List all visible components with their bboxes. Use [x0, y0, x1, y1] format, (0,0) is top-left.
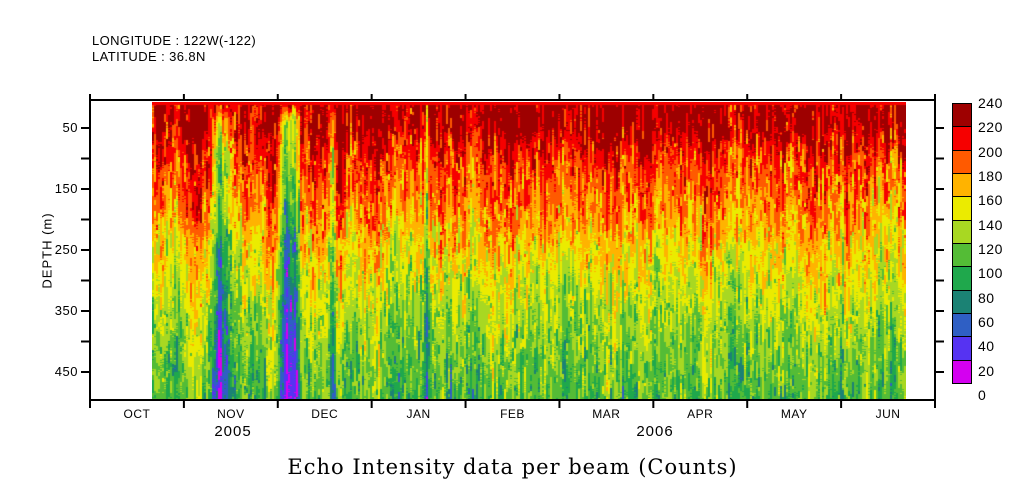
colorbar-segment-140-120 — [952, 219, 972, 244]
x-tick-label-dec: DEC — [311, 407, 339, 421]
colorbar-segment-240-220 — [952, 103, 972, 128]
y-tick-label-50: 50 — [62, 120, 78, 135]
y-tick-label-450: 450 — [54, 364, 78, 379]
longitude-readout: LONGITUDE : 122W(-122) — [92, 33, 257, 48]
colorbar — [952, 103, 972, 384]
colorbar-label-0: 0 — [978, 387, 987, 403]
colorbar-label-120: 120 — [978, 241, 1003, 257]
colorbar-segment-200-180 — [952, 149, 972, 174]
x-tick-label-apr: APR — [687, 407, 714, 421]
colorbar-segment-40-20 — [952, 336, 972, 361]
colorbar-segment-60-40 — [952, 312, 972, 338]
x-tick-label-oct: OCT — [123, 407, 151, 421]
plot-title: Echo Intensity data per beam (Counts) — [287, 455, 738, 479]
colorbar-label-60: 60 — [978, 314, 995, 330]
colorbar-segment-220-200 — [952, 126, 972, 151]
colorbar-label-200: 200 — [978, 143, 1003, 160]
x-tick-label-may: MAY — [780, 407, 808, 421]
colorbar-segment-80-60 — [952, 289, 972, 314]
latitude-readout: LATITUDE : 36.8N — [92, 49, 206, 64]
year-label-2006: 2006 — [636, 423, 674, 440]
echo-intensity-heatmap — [152, 102, 906, 399]
colorbar-segment-160-140 — [952, 196, 972, 221]
x-tick-label-mar: MAR — [592, 407, 621, 421]
colorbar-label-180: 180 — [978, 168, 1003, 184]
year-label-2005: 2005 — [214, 423, 252, 440]
colorbar-label-240: 240 — [978, 95, 1003, 111]
colorbar-segment-100-80 — [952, 266, 972, 291]
colorbar-label-20: 20 — [978, 362, 995, 379]
x-tick-label-feb: FEB — [500, 407, 525, 421]
y-tick-label-150: 150 — [54, 181, 78, 196]
colorbar-label-40: 40 — [978, 338, 995, 355]
colorbar-label-160: 160 — [978, 192, 1003, 209]
y-tick-label-350: 350 — [54, 303, 78, 318]
y-tick-label-250: 250 — [54, 242, 78, 257]
x-tick-label-jan: JAN — [406, 407, 431, 421]
x-tick-label-jun: JUN — [875, 407, 901, 421]
colorbar-label-140: 140 — [978, 216, 1003, 233]
colorbar-label-100: 100 — [978, 265, 1003, 282]
colorbar-segment-120-100 — [952, 242, 972, 268]
colorbar-label-80: 80 — [978, 289, 995, 306]
colorbar-segment-20-0 — [952, 359, 972, 384]
x-tick-label-nov: NOV — [217, 407, 245, 421]
colorbar-segment-180-160 — [952, 172, 972, 198]
colorbar-label-220: 220 — [978, 119, 1003, 136]
y-axis-title: DEPTH (m) — [39, 212, 55, 289]
